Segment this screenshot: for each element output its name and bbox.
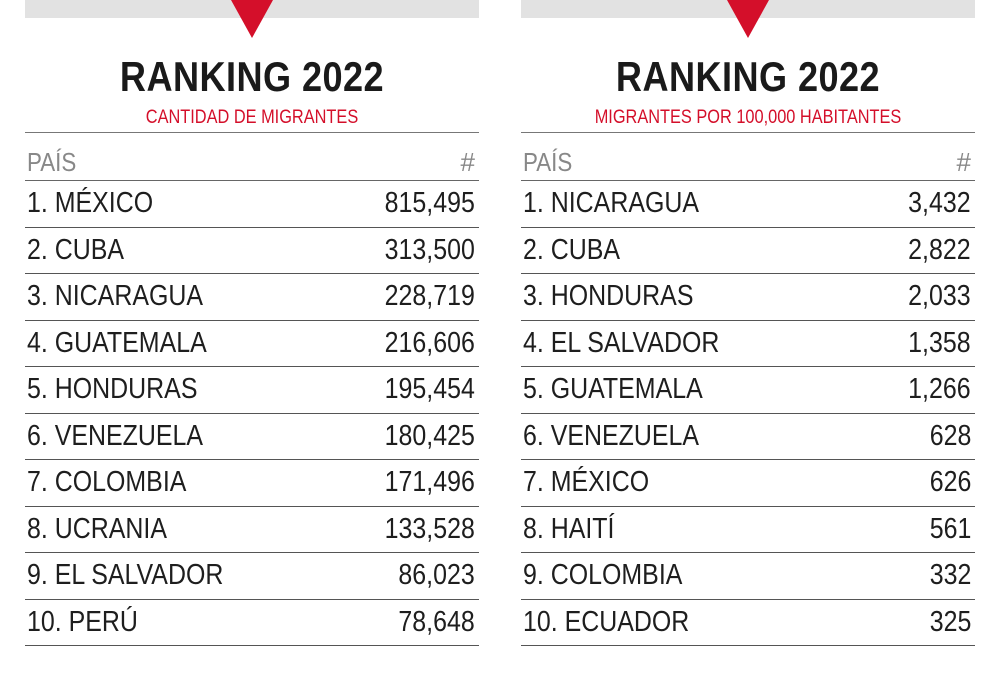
country-name: 8. HAITÍ: [523, 512, 615, 545]
table-row: 9. EL SALVADOR 86,023: [25, 553, 479, 600]
table-row: 8. HAITÍ 561: [521, 507, 975, 553]
table-row: 7. MÉXICO 626: [521, 460, 975, 507]
value: 626: [929, 466, 971, 498]
country-name: 4. EL SALVADOR: [523, 326, 720, 359]
table-row: 3. HONDURAS 2,033: [521, 274, 975, 321]
country-name: 3. NICARAGUA: [27, 280, 204, 312]
country-name: 2. CUBA: [523, 233, 621, 266]
column-header: PAÍS #: [25, 144, 479, 181]
divider: [25, 132, 479, 133]
column-header-value: #: [956, 147, 971, 177]
value: 171,496: [384, 466, 475, 498]
country-name: 9. COLOMBIA: [523, 559, 683, 591]
table-row: 9. COLOMBIA 332: [521, 553, 975, 600]
value: 133,528: [384, 512, 475, 545]
country-name: 1. NICARAGUA: [523, 187, 700, 219]
column-header-value: #: [460, 147, 475, 177]
country-name: 6. VENEZUELA: [27, 419, 204, 452]
table-row: 6. VENEZUELA 628: [521, 414, 975, 460]
ranking-list: 1. NICARAGUA 3,432 2. CUBA 2,822 3. HONDUR…: [521, 181, 975, 646]
panel-subtitle: CANTIDAD DE MIGRANTES: [145, 107, 359, 128]
table-row: 5. HONDURAS 195,454: [25, 367, 479, 414]
table-row: 7. COLOMBIA 171,496: [25, 460, 479, 507]
down-triangle-icon: [727, 0, 769, 38]
value: 628: [929, 419, 971, 452]
country-name: 3. HONDURAS: [523, 280, 694, 312]
value: 332: [929, 559, 971, 591]
value: 78,648: [398, 605, 475, 638]
value: 3,432: [908, 187, 971, 219]
down-triangle-icon: [231, 0, 273, 38]
country-name: 7. MÉXICO: [523, 466, 650, 498]
value: 1,358: [908, 326, 971, 359]
country-name: 6. VENEZUELA: [523, 419, 700, 452]
column-header: PAÍS #: [521, 144, 975, 181]
table-row: 4. EL SALVADOR 1,358: [521, 321, 975, 367]
table-row: 3. NICARAGUA 228,719: [25, 274, 479, 321]
value: 2,822: [908, 233, 971, 266]
value: 561: [929, 512, 971, 545]
country-name: 2. CUBA: [27, 233, 125, 266]
country-name: 7. COLOMBIA: [27, 466, 187, 498]
country-name: 5. GUATEMALA: [523, 373, 703, 405]
table-row: 6. VENEZUELA 180,425: [25, 414, 479, 460]
panel-subtitle: MIGRANTES POR 100,000 HABITANTES: [594, 107, 902, 128]
value: 2,033: [908, 280, 971, 312]
country-name: 10. ECUADOR: [523, 605, 690, 638]
value: 216,606: [384, 326, 475, 359]
table-row: 1. NICARAGUA 3,432: [521, 181, 975, 228]
country-name: 10. PERÚ: [27, 605, 138, 638]
ranking-list: 1. MÉXICO 815,495 2. CUBA 313,500 3. NICAR…: [25, 181, 479, 646]
column-header-country: PAÍS: [523, 147, 573, 177]
table-row: 2. CUBA 2,822: [521, 228, 975, 274]
country-name: 5. HONDURAS: [27, 373, 198, 405]
table-row: 8. UCRANIA 133,528: [25, 507, 479, 553]
value: 228,719: [384, 280, 475, 312]
table-row: 4. GUATEMALA 216,606: [25, 321, 479, 367]
value: 325: [929, 605, 971, 638]
panel-title: RANKING 2022: [615, 53, 881, 100]
country-name: 1. MÉXICO: [27, 187, 154, 219]
table-row: 1. MÉXICO 815,495: [25, 181, 479, 228]
country-name: 4. GUATEMALA: [27, 326, 207, 359]
column-header-country: PAÍS: [27, 147, 77, 177]
country-name: 8. UCRANIA: [27, 512, 167, 545]
value: 313,500: [384, 233, 475, 266]
table-row: 2. CUBA 313,500: [25, 228, 479, 274]
table-row: 10. ECUADOR 325: [521, 600, 975, 646]
panel-title: RANKING 2022: [119, 53, 385, 100]
value: 815,495: [384, 187, 475, 219]
table-row: 10. PERÚ 78,648: [25, 600, 479, 646]
country-name: 9. EL SALVADOR: [27, 559, 224, 591]
value: 1,266: [908, 373, 971, 405]
divider: [521, 132, 975, 133]
table-row: 5. GUATEMALA 1,266: [521, 367, 975, 414]
value: 86,023: [398, 559, 475, 591]
value: 195,454: [384, 373, 475, 405]
value: 180,425: [384, 419, 475, 452]
